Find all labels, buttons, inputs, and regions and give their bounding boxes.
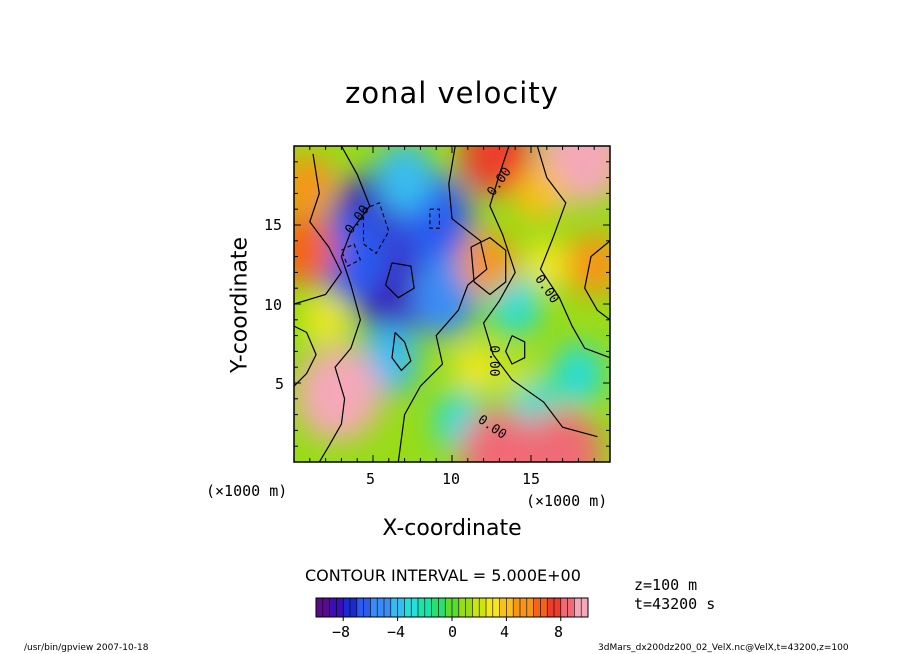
colorbar-segment xyxy=(370,598,378,617)
contour-line xyxy=(536,146,610,359)
positive-anomaly xyxy=(458,231,516,295)
colorbar-segment xyxy=(343,598,351,617)
positive-anomaly xyxy=(525,240,569,289)
contour-line xyxy=(584,240,610,321)
positive-anomaly xyxy=(454,343,498,391)
colorbar-segment xyxy=(363,598,371,617)
colorbar-segment xyxy=(479,598,487,617)
colorbar-segment xyxy=(533,598,541,617)
y-unit-label: (×1000 m) xyxy=(206,482,288,500)
positive-core xyxy=(561,146,605,183)
negative-anomaly xyxy=(374,146,435,215)
colorbar-segment xyxy=(465,598,473,617)
colorbar xyxy=(315,597,589,621)
colorbar-segment xyxy=(574,598,582,617)
colorbar-tick-label: 0 xyxy=(448,623,458,641)
colorbar-segment xyxy=(506,598,514,617)
contour-line xyxy=(470,236,507,296)
positive-anomaly xyxy=(565,233,610,296)
positive-core xyxy=(479,429,519,462)
contour-line xyxy=(397,146,488,462)
colorbar-segment xyxy=(581,598,589,617)
colorbar-segment xyxy=(520,598,528,617)
negative-contour-line xyxy=(362,202,390,255)
colorbar-segment xyxy=(472,598,480,617)
footer-left: /usr/bin/gpview 2007-10-18 xyxy=(24,643,149,653)
colorbar-segment xyxy=(499,598,507,617)
colorbar-segment xyxy=(316,598,324,617)
contour-line xyxy=(391,331,412,372)
contour-line xyxy=(294,153,343,305)
colorbar-segment xyxy=(404,598,412,617)
colorbar-segment xyxy=(567,598,575,617)
colorbar-segment xyxy=(384,598,392,617)
time-stamp: t=43200 s xyxy=(634,595,716,613)
positive-anomaly xyxy=(304,296,348,344)
colorbar-tick-label: 4 xyxy=(500,623,510,641)
positive-anomaly xyxy=(294,154,336,217)
contour-line xyxy=(482,146,598,438)
z-level: z=100 m xyxy=(634,576,698,594)
colorbar-tick-label: 8 xyxy=(554,623,564,641)
footer-right: 3dMars_dx200dz200_02_VelX.nc@VelX,t=4320… xyxy=(598,643,849,653)
x-tick-label: 5 xyxy=(366,470,376,488)
colorbar-segment xyxy=(445,598,453,617)
colorbar-segment xyxy=(356,598,365,617)
negative-core xyxy=(418,199,451,238)
colorbar-segment xyxy=(411,598,419,617)
contour-line xyxy=(384,262,415,299)
colorbar-segment xyxy=(424,598,433,617)
colorbar-segment xyxy=(486,598,494,617)
colorbar-segment xyxy=(397,598,405,617)
positive-anomaly xyxy=(497,355,534,395)
colorbar-segment xyxy=(390,598,399,617)
x-axis-label: X-coordinate xyxy=(382,516,522,541)
contour-line xyxy=(294,325,317,387)
positive-core xyxy=(316,368,360,420)
y-axis-label: Y-coordinate xyxy=(227,236,253,374)
positive-anomaly xyxy=(513,166,564,221)
x-unit-label: (×1000 m) xyxy=(526,492,608,510)
colorbar-segment xyxy=(560,598,569,617)
colorbar-segment xyxy=(526,598,535,617)
colorbar-segment xyxy=(452,598,460,617)
contour-line xyxy=(318,146,371,462)
axis-ticks xyxy=(294,146,610,462)
colorbar-segment xyxy=(438,598,446,617)
negative-contour-line xyxy=(340,243,362,267)
colorbar-segment xyxy=(540,598,548,617)
x-tick-label: 15 xyxy=(522,470,541,488)
chart-title: zonal velocity xyxy=(345,76,559,110)
colorbar-segment xyxy=(513,598,521,617)
contour-line xyxy=(505,335,526,365)
negative-anomaly xyxy=(552,343,604,407)
colorbar-segment xyxy=(329,598,337,617)
positive-core xyxy=(294,231,320,270)
positive-core xyxy=(543,429,583,462)
x-tick-label: 10 xyxy=(442,470,461,488)
positive-core xyxy=(478,146,515,177)
colorbar-segment xyxy=(458,598,467,617)
negative-contour-line xyxy=(429,208,440,229)
y-tick-label: 10 xyxy=(264,296,283,314)
colorbar-segment xyxy=(547,598,555,617)
colorbar-tick-label: −8 xyxy=(332,623,351,641)
colorbar-segment xyxy=(431,598,439,617)
colorbar-segment xyxy=(350,598,358,617)
colorbar-segment xyxy=(418,598,426,617)
y-tick-label: 15 xyxy=(264,216,283,234)
colorbar-segment xyxy=(492,598,501,617)
colorbar-segment xyxy=(336,598,344,617)
contour-label: 0.00 xyxy=(486,345,501,376)
y-tick-label: 5 xyxy=(275,375,285,393)
colorbar-tick-label: −4 xyxy=(387,623,406,641)
contour-interval: CONTOUR INTERVAL = 5.000E+00 xyxy=(305,566,581,585)
colorbar-segment xyxy=(554,598,562,617)
velocity-field xyxy=(294,146,610,462)
colorbar-segment xyxy=(377,598,385,617)
colorbar-segment xyxy=(322,598,331,617)
